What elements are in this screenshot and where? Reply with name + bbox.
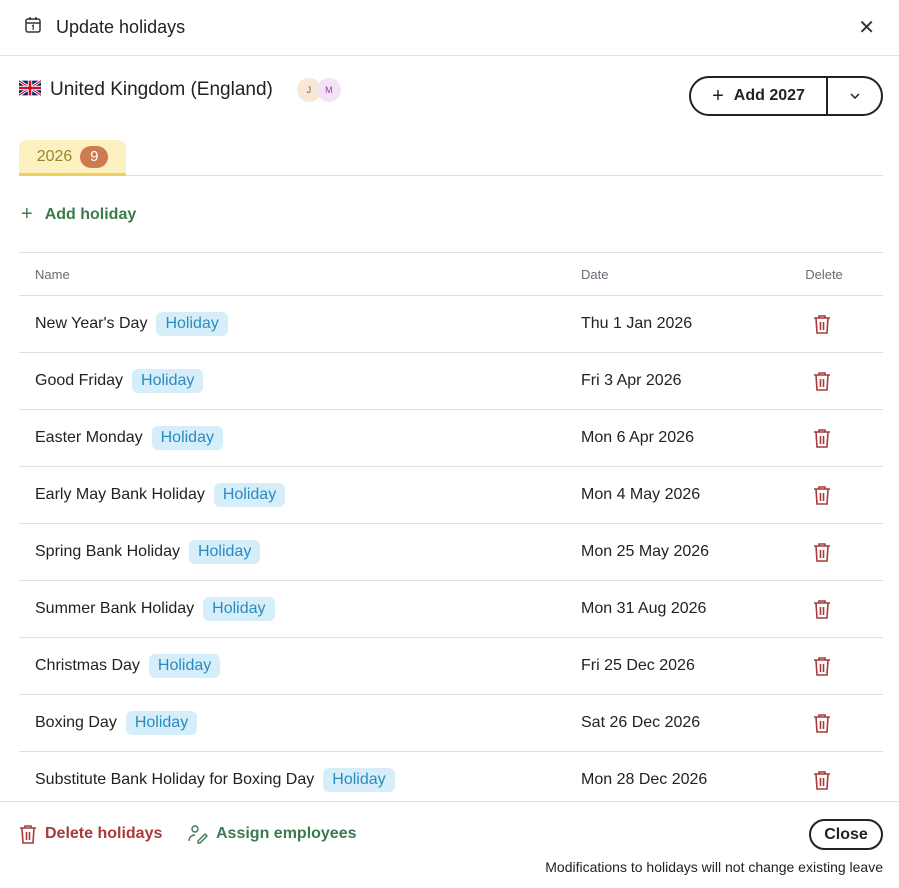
column-header-name: Name xyxy=(35,266,70,282)
column-header-date: Date xyxy=(581,266,609,282)
add-holiday-button[interactable]: + Add holiday xyxy=(21,203,136,226)
delete-cell xyxy=(775,428,883,448)
holiday-date: Thu 1 Jan 2026 xyxy=(581,315,693,332)
holiday-date: Mon 6 Apr 2026 xyxy=(581,429,694,446)
plus-icon: + xyxy=(21,203,33,225)
holiday-tag: Holiday xyxy=(151,426,223,450)
holiday-date: Fri 3 Apr 2026 xyxy=(581,372,682,389)
holiday-name: Summer Bank Holiday xyxy=(35,600,195,617)
year-tabs: 2026 9 xyxy=(19,140,883,176)
chevron-down-icon xyxy=(849,93,860,99)
trash-icon[interactable] xyxy=(813,542,831,562)
holiday-date: Mon 4 May 2026 xyxy=(581,486,701,503)
footer-note: Modifications to holidays will not chang… xyxy=(545,859,883,875)
tab-2026[interactable]: 2026 9 xyxy=(19,140,126,176)
delete-cell xyxy=(775,656,883,676)
holiday-tag: Holiday xyxy=(132,369,204,393)
holiday-name-cell: Boxing Day Holiday xyxy=(19,711,565,735)
holiday-tag: Holiday xyxy=(148,654,221,678)
holiday-name-cell: New Year's Day Holiday xyxy=(19,312,565,336)
holiday-name: Spring Bank Holiday xyxy=(35,543,180,560)
table-row: Spring Bank Holiday Holiday Mon 25 May 2… xyxy=(19,524,883,581)
holiday-name: Good Friday xyxy=(35,372,124,389)
holiday-name: Early May Bank Holiday xyxy=(35,486,205,503)
delete-cell xyxy=(775,371,883,391)
dialog-footer: Delete holidays Assign employees Close M… xyxy=(0,801,899,888)
holiday-name-cell: Substitute Bank Holiday for Boxing Day H… xyxy=(19,768,565,792)
close-button[interactable]: Close xyxy=(809,819,883,850)
delete-cell xyxy=(775,713,883,733)
add-year-button[interactable]: + Add 2027 xyxy=(691,78,828,114)
table-row: Early May Bank Holiday Holiday Mon 4 May… xyxy=(19,467,883,524)
assigned-avatars[interactable]: J M xyxy=(296,78,341,102)
add-year-dropdown-button[interactable] xyxy=(828,78,881,114)
holiday-date: Mon 25 May 2026 xyxy=(581,543,710,560)
table-row: New Year's Day Holiday Thu 1 Jan 2026 xyxy=(19,296,883,353)
holiday-count-badge: 9 xyxy=(80,145,109,168)
delete-cell xyxy=(775,599,883,619)
trash-icon[interactable] xyxy=(813,485,831,505)
trash-icon[interactable] xyxy=(813,656,831,676)
trash-icon[interactable] xyxy=(813,371,831,391)
table-row: Summer Bank Holiday Holiday Mon 31 Aug 2… xyxy=(19,581,883,638)
holiday-name: Boxing Day xyxy=(35,714,117,731)
holiday-date: Sat 26 Dec 2026 xyxy=(581,714,701,731)
table-row: Good Friday Holiday Fri 3 Apr 2026 xyxy=(19,353,883,410)
user-edit-icon xyxy=(188,825,208,844)
uk-flag-icon xyxy=(18,78,42,101)
holiday-tag: Holiday xyxy=(188,540,261,564)
holiday-name-cell: Easter Monday Holiday xyxy=(19,426,565,450)
table-header: Name Date Delete xyxy=(19,253,883,296)
tab-label: 2026 xyxy=(36,147,73,165)
holiday-name: Christmas Day xyxy=(35,657,140,674)
table-row: Easter Monday Holiday Mon 6 Apr 2026 xyxy=(19,410,883,467)
holiday-name-cell: Christmas Day Holiday xyxy=(19,654,565,678)
holiday-tag: Holiday xyxy=(156,312,228,336)
delete-holidays-label: Delete holidays xyxy=(45,825,163,842)
dialog-title: Update holidays xyxy=(56,17,186,37)
holiday-tag: Holiday xyxy=(213,483,286,507)
add-year-label: Add 2027 xyxy=(733,87,805,104)
add-year-split-button: + Add 2027 xyxy=(689,76,883,116)
holiday-name-cell: Early May Bank Holiday Holiday xyxy=(19,483,565,507)
holiday-name: Easter Monday xyxy=(35,429,143,446)
assign-employees-label: Assign employees xyxy=(216,825,357,842)
delete-cell xyxy=(775,542,883,562)
holiday-date: Mon 31 Aug 2026 xyxy=(581,600,707,617)
holiday-tag: Holiday xyxy=(203,597,275,621)
holiday-name-cell: Spring Bank Holiday Holiday xyxy=(19,540,565,564)
delete-cell xyxy=(775,770,883,790)
calendar-icon xyxy=(24,16,42,39)
assign-employees-button[interactable]: Assign employees xyxy=(188,824,357,844)
table-row: Christmas Day Holiday Fri 25 Dec 2026 xyxy=(19,638,883,695)
trash-icon xyxy=(20,825,36,844)
trash-icon[interactable] xyxy=(813,599,831,619)
table-row: Substitute Bank Holiday for Boxing Day H… xyxy=(19,752,883,809)
table-row: Boxing Day Holiday Sat 26 Dec 2026 xyxy=(19,695,883,752)
column-header-delete: Delete xyxy=(805,266,843,282)
trash-icon[interactable] xyxy=(813,770,831,790)
holiday-name-cell: Summer Bank Holiday Holiday xyxy=(19,597,565,621)
holiday-date: Fri 25 Dec 2026 xyxy=(581,657,695,674)
trash-icon[interactable] xyxy=(813,314,831,334)
add-holiday-label: Add holiday xyxy=(44,205,137,223)
avatar[interactable]: M xyxy=(316,78,341,102)
trash-icon[interactable] xyxy=(813,428,831,448)
plus-icon: + xyxy=(712,84,724,107)
trash-icon[interactable] xyxy=(813,713,831,733)
holiday-name-cell: Good Friday Holiday xyxy=(19,369,565,393)
close-icon[interactable]: ✕ xyxy=(858,17,875,39)
country-name: United Kingdom (England) xyxy=(50,79,273,100)
holidays-table: Name Date Delete New Year's Day Holiday … xyxy=(19,252,883,809)
holiday-tag: Holiday xyxy=(323,768,395,792)
delete-cell xyxy=(775,485,883,505)
holiday-tag: Holiday xyxy=(125,711,198,735)
dialog-header: Update holidays ✕ xyxy=(0,0,899,56)
country-header: United Kingdom (England) J M xyxy=(18,78,341,102)
holiday-name: Substitute Bank Holiday for Boxing Day xyxy=(35,771,315,788)
holiday-date: Mon 28 Dec 2026 xyxy=(581,771,708,788)
delete-cell xyxy=(775,314,883,334)
delete-holidays-button[interactable]: Delete holidays xyxy=(19,824,162,844)
holiday-name: New Year's Day xyxy=(35,315,148,332)
